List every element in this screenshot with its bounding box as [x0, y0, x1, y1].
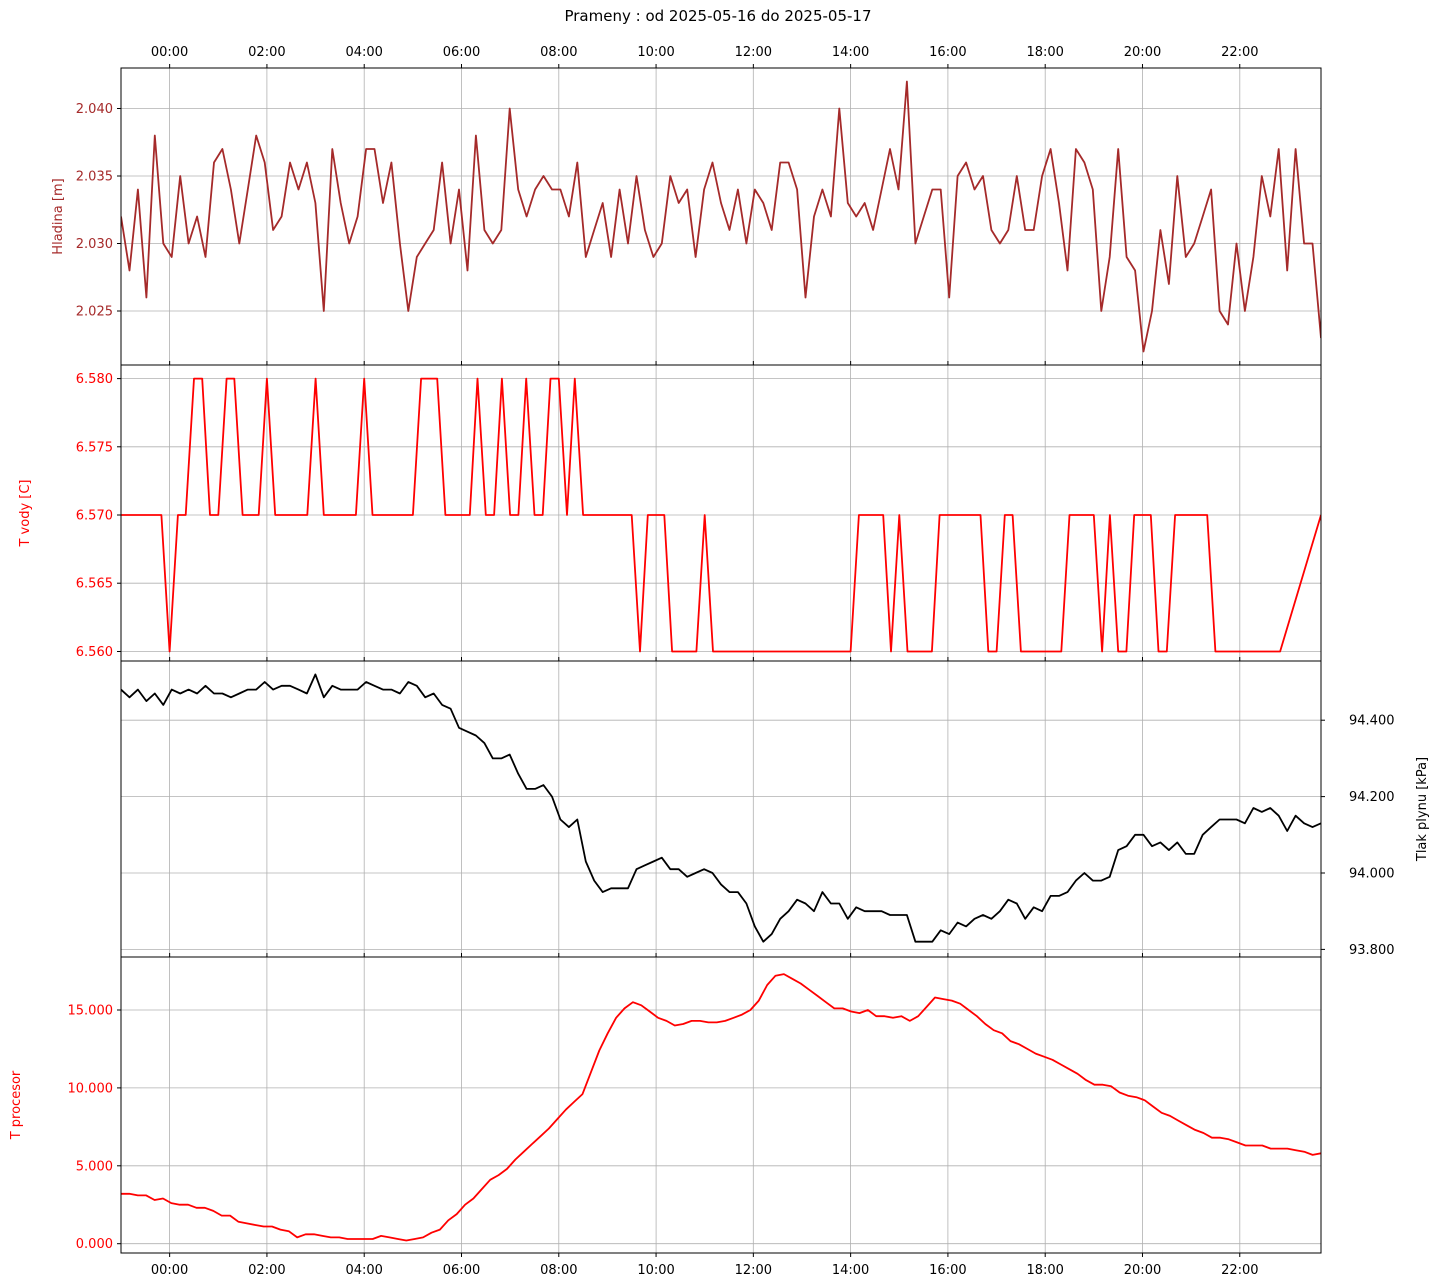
x-tick-label: 14:00: [832, 45, 869, 60]
x-tick-label: 02:00: [248, 45, 285, 60]
y-tick-label: 2.030: [76, 237, 113, 252]
y-tick-label: 6.565: [76, 577, 113, 592]
y-tick-label: 6.570: [76, 509, 113, 524]
series-line: [121, 80, 1321, 353]
y-tick-label: 10.000: [68, 1081, 114, 1096]
x-tick-label: 22:00: [1221, 45, 1258, 60]
x-tick-label: 06:00: [443, 45, 480, 60]
panel-4: 0.000 5.000 10.000 15.000 T procesor 00:00 02:…: [9, 953, 1322, 1278]
y-tick-label: 94.200: [1349, 790, 1395, 805]
y-tick-label: 0.000: [76, 1237, 113, 1252]
panel-2: 6.560 6.565 6.570 6.575 6.580 T vody [C]: [18, 361, 1322, 662]
x-tick-label: 16:00: [929, 1263, 966, 1278]
y-tick-label: 6.575: [76, 440, 113, 455]
x-tick-label: 10:00: [637, 45, 674, 60]
y-tick-label: 2.025: [76, 305, 113, 320]
x-tick-label: 18:00: [1026, 45, 1063, 60]
x-tick-label: 06:00: [443, 1263, 480, 1278]
series-line: [121, 377, 1321, 653]
y-tick-label: 5.000: [76, 1159, 113, 1174]
y-axis-label: T procesor: [9, 1070, 24, 1140]
x-tick-label: 04:00: [345, 1263, 382, 1278]
panel-3: 93.800 94.000 94.200 94.400 Tlak plynu [kPa]: [120, 657, 1430, 958]
y-tick-label: 6.560: [76, 645, 113, 660]
x-tick-label: 20:00: [1124, 1263, 1161, 1278]
y-axis-label: T vody [C]: [18, 479, 33, 547]
y-axis-label: Hladina [m]: [51, 178, 66, 254]
y-tick-label: 2.035: [76, 170, 113, 185]
x-tick-label: 02:00: [248, 1263, 285, 1278]
x-tick-label: 16:00: [929, 45, 966, 60]
y-tick-label: 6.580: [76, 372, 113, 387]
series-line: [121, 973, 1321, 1242]
y-tick-label: 93.800: [1349, 943, 1395, 958]
x-tick-label: 10:00: [637, 1263, 674, 1278]
y-axis-label: Tlak plynu [kPa]: [1415, 757, 1430, 862]
x-tick-label: 20:00: [1124, 45, 1161, 60]
x-tick-label: 00:00: [151, 1263, 188, 1278]
axes-frame: [120, 956, 1322, 1254]
x-tick-label: 12:00: [735, 45, 772, 60]
x-tick-label: 08:00: [540, 45, 577, 60]
series-line: [121, 673, 1321, 943]
y-tick-label: 15.000: [68, 1004, 114, 1019]
x-tick-label: 14:00: [832, 1263, 869, 1278]
x-tick-label: 22:00: [1221, 1263, 1258, 1278]
x-tick-label: 18:00: [1026, 1263, 1063, 1278]
y-tick-label: 94.000: [1349, 867, 1395, 882]
y-tick-label: 2.040: [76, 102, 113, 117]
x-tick-label: 00:00: [151, 45, 188, 60]
x-tick-label: 04:00: [345, 45, 382, 60]
x-tick-label: 08:00: [540, 1263, 577, 1278]
chart-title: Prameny : od 2025-05-16 do 2025-05-17: [564, 7, 871, 25]
x-tick-label: 12:00: [735, 1263, 772, 1278]
y-tick-label: 94.400: [1349, 714, 1395, 729]
